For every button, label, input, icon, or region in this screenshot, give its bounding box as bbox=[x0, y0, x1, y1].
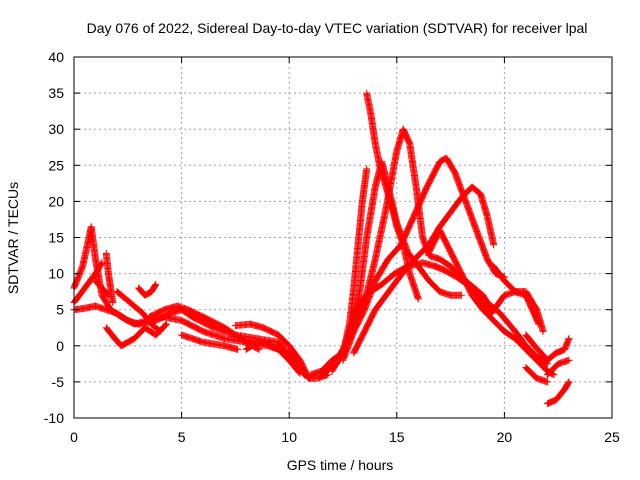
series-markers bbox=[113, 288, 164, 335]
series-track-12 bbox=[242, 338, 304, 377]
axes-ticks: 0 5 10 15 20 25 -10 -5 0 5 10 15 20 25 30 35 40 bbox=[44, 49, 620, 445]
series-track-25 bbox=[543, 378, 573, 408]
series-markers bbox=[425, 226, 558, 379]
series-markers bbox=[92, 277, 112, 299]
series-track-10 bbox=[178, 331, 242, 353]
grid-lines bbox=[74, 57, 612, 418]
series-markers bbox=[543, 378, 573, 408]
y-tick-label: 40 bbox=[48, 49, 64, 65]
series-track-07 bbox=[113, 288, 164, 335]
series-track-08 bbox=[135, 280, 160, 299]
series-track-24 bbox=[522, 364, 551, 386]
series-markers bbox=[145, 302, 263, 353]
series-markers bbox=[339, 154, 508, 364]
series-markers bbox=[70, 223, 315, 382]
series-track-11 bbox=[231, 320, 332, 382]
series-markers bbox=[102, 249, 117, 306]
series-markers bbox=[135, 280, 160, 299]
data-series bbox=[70, 89, 573, 408]
y-tick-label: -10 bbox=[44, 410, 64, 426]
y-tick-label: 0 bbox=[56, 338, 64, 354]
x-tick-label: 15 bbox=[389, 429, 405, 445]
series-markers bbox=[242, 338, 304, 377]
series-markers bbox=[522, 331, 573, 364]
series-track-22 bbox=[490, 262, 547, 335]
series-track-04 bbox=[92, 277, 112, 299]
x-tick-label: 0 bbox=[70, 429, 78, 445]
series-markers bbox=[543, 356, 573, 379]
y-tick-label: 25 bbox=[48, 157, 64, 173]
y-tick-label: 10 bbox=[48, 266, 64, 282]
y-tick-label: 20 bbox=[48, 193, 64, 209]
series-track-17 bbox=[339, 154, 508, 364]
y-axis-label: SDTVAR / TECUs bbox=[5, 182, 21, 294]
series-markers bbox=[231, 320, 332, 382]
series-markers bbox=[490, 262, 547, 335]
x-axis-label: GPS time / hours bbox=[287, 457, 394, 473]
x-tick-label: 5 bbox=[178, 429, 186, 445]
y-tick-label: -5 bbox=[52, 374, 65, 390]
series-track-23 bbox=[522, 331, 573, 364]
x-tick-label: 20 bbox=[497, 429, 513, 445]
chart-title: Day 076 of 2022, Sidereal Day-to-day VTE… bbox=[87, 20, 588, 36]
y-tick-label: 35 bbox=[48, 85, 64, 101]
x-tick-label: 25 bbox=[604, 429, 620, 445]
y-tick-label: 5 bbox=[56, 302, 64, 318]
series-markers bbox=[522, 364, 551, 386]
series-track-05 bbox=[102, 249, 117, 306]
y-tick-label: 30 bbox=[48, 121, 64, 137]
series-track-26 bbox=[543, 356, 573, 379]
series-markers bbox=[178, 331, 242, 353]
series-track-20 bbox=[425, 226, 558, 379]
x-tick-label: 10 bbox=[281, 429, 297, 445]
series-track-01 bbox=[70, 223, 315, 382]
y-tick-label: 15 bbox=[48, 230, 64, 246]
series-track-09 bbox=[145, 302, 263, 353]
